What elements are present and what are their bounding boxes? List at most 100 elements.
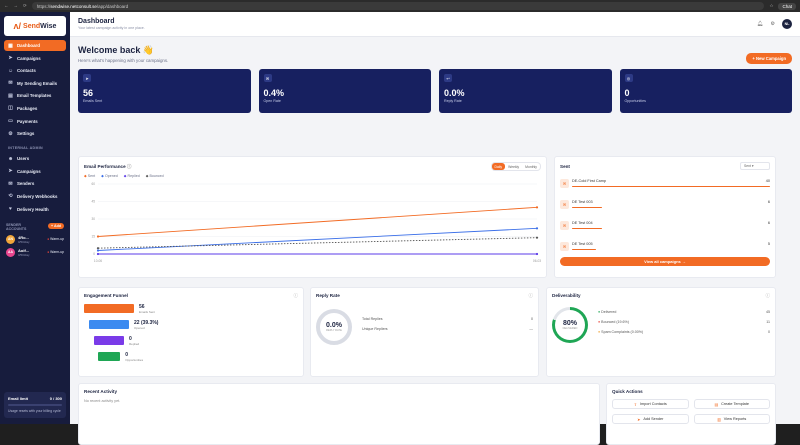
view-all-campaigns-button[interactable]: View all campaigns → — [560, 257, 770, 266]
logo[interactable]: ʌ/ SendWise — [4, 16, 66, 36]
sidebar-item-label: Delivery Webhooks — [17, 193, 58, 199]
add-sender-button[interactable]: + Add — [48, 222, 64, 229]
sidebar-item-campaigns[interactable]: ➤ Campaigns — [4, 53, 66, 64]
back-icon[interactable]: ← — [4, 3, 9, 8]
address-bar[interactable]: https://sendwise.netconsult.se/app/dashb… — [31, 2, 765, 10]
deliverability-label-wrap: ● Bounced (19.6%) — [598, 320, 629, 324]
info-icon[interactable]: ⓘ — [126, 163, 132, 169]
reload-icon[interactable]: ⟳ — [23, 3, 27, 8]
bell-icon[interactable]: 🔔︎ — [757, 21, 764, 27]
recent-activity-card: Recent Activity No recent activity yet. — [78, 383, 600, 445]
avatar[interactable]: NL — [782, 19, 792, 29]
sidebar-item-senders[interactable]: ✉ Senders — [4, 178, 66, 189]
campaign-name: DE Test 005 — [572, 241, 593, 246]
data-point-sent — [535, 206, 539, 209]
tab-daily[interactable]: Daily — [491, 163, 506, 170]
email-limit-card: Email limit 0 / 300 Usage resets with you… — [4, 392, 66, 418]
sidebar-item-label: My Sending Emails — [17, 80, 58, 86]
campaign-row[interactable]: ✉ DE-Cold First Camp 40 — [560, 175, 770, 191]
sidebar-item-label: Campaigns — [17, 168, 41, 174]
template-icon: ▤ — [8, 92, 13, 99]
x-tick-label: 06-03 — [533, 259, 541, 263]
browser-nav: ← → ⟳ — [4, 3, 27, 9]
sidebar-item-label: Settings — [17, 131, 35, 137]
reply-stat-row: Unique Repliers — — [362, 327, 533, 331]
stat-label: Opportunities — [624, 99, 646, 103]
sidebar-item-delivery-health[interactable]: ♥ Delivery Health — [4, 204, 66, 215]
funnel-value: 0 — [125, 351, 129, 358]
browser-bar: ← → ⟳ https://sendwise.netconsult.se/app… — [0, 0, 800, 12]
status-label: Warm-up — [50, 237, 64, 242]
campaign-row[interactable]: ✉ DE Test 004 6 — [560, 217, 770, 233]
campaign-name-row: DE-Cold First Camp 40 — [572, 179, 770, 183]
send-icon: ➤ — [8, 168, 13, 175]
import-contacts-button[interactable]: ⇪ Import Contacts — [612, 399, 689, 409]
forward-icon[interactable]: → — [13, 3, 19, 8]
data-point-opened — [535, 227, 539, 230]
y-tick-label: 15 — [91, 235, 95, 239]
campaign-row[interactable]: ✉ DE Test 005 5 — [560, 238, 770, 254]
sender-account[interactable]: AN 4Ro... 0/50/day ● Warm-up — [6, 234, 64, 244]
campaign-name-row: DE Test 004 6 — [572, 221, 770, 225]
campaign-count: 40 — [765, 178, 770, 183]
send-icon: ➤ — [637, 417, 641, 422]
reply-rate-card: Reply Rate ⓘ 0.0% REPLY RATE Total Replie… — [310, 287, 539, 377]
y-tick-label: 60 — [91, 182, 95, 186]
campaign-row[interactable]: ✉ DE Test 003 6 — [560, 196, 770, 212]
data-point-bounced — [535, 236, 539, 239]
sender-name: Aolf... — [18, 247, 30, 253]
card-icon: ▭ — [8, 118, 13, 125]
legend-item: ◆ Opened — [101, 174, 118, 178]
sender-account[interactable]: AA Aolf... 0/50/day ● Warm-up — [6, 247, 64, 257]
chat-button[interactable]: Chat — [778, 2, 796, 10]
legend-marker-icon: ◆ — [84, 174, 88, 178]
info-icon[interactable]: ⓘ — [528, 293, 534, 298]
sidebar-item-campaigns[interactable]: ➤ Campaigns — [4, 166, 66, 177]
sidebar-item-delivery-webhooks[interactable]: ⟲ Delivery Webhooks — [4, 191, 66, 202]
star-icon[interactable]: ☆ — [769, 3, 774, 8]
email-performance-card: Email Performance ⓘ Daily Weekly Monthly ◆… — [78, 156, 547, 278]
tab-weekly[interactable]: Weekly — [508, 164, 520, 169]
template-icon: ▤ — [714, 402, 719, 407]
campaign-count: 6 — [767, 220, 770, 225]
engagement-funnel-card: Engagement Funnel ⓘ 56 Emails Sent 22 (39.3… — [78, 287, 304, 377]
sidebar-item-settings[interactable]: ⚙ Settings — [4, 128, 66, 139]
sidebar-item-payments[interactable]: ▭ Payments — [4, 116, 66, 127]
legend-label: Opened — [104, 174, 118, 178]
add-sender-button[interactable]: ➤ Add Sender — [612, 414, 689, 424]
create-template-button[interactable]: ▤ Create Template — [693, 399, 770, 409]
reply-stat-label: Total Replies — [362, 317, 383, 321]
sidebar-item-users[interactable]: ☻ Users — [4, 153, 66, 164]
sent-card: Sent Sent ▾ ✉ DE-Cold First Camp 40 ✉ DE Tes… — [554, 156, 776, 278]
view-reports-button[interactable]: ▥ View Reports — [693, 414, 770, 424]
funnel-label: Opened — [134, 325, 145, 330]
tab-monthly[interactable]: Monthly — [525, 164, 537, 169]
campaign-name: DE Test 004 — [572, 220, 593, 225]
campaign-name: DE-Cold First Camp — [572, 178, 606, 183]
topbar: Dashboard Your latest campaign activity … — [70, 12, 800, 37]
stat-value: 0.4% — [263, 88, 285, 98]
sidebar-item-contacts[interactable]: ☺ Contacts — [4, 65, 66, 76]
sidebar-item-dashboard[interactable]: ▦ Dashboard — [4, 40, 66, 51]
performance-title: Email Performance — [84, 163, 126, 169]
send-icon: ➤ — [8, 55, 13, 62]
gear-icon[interactable]: ⚙ — [770, 21, 775, 27]
sidebar-item-my-sending-emails[interactable]: ✉ My Sending Emails — [4, 78, 66, 89]
sender-name: 4Ro... — [18, 234, 29, 240]
data-point-replied — [96, 252, 100, 256]
new-campaign-button[interactable]: + New Campaign — [746, 53, 792, 64]
campaign-info: DE-Cold First Camp 40 — [572, 179, 770, 188]
info-icon[interactable]: ⓘ — [293, 293, 299, 298]
sidebar-item-label: Contacts — [17, 68, 36, 74]
quick-action-label: Add Sender — [643, 417, 664, 421]
grid-icon: ▦ — [8, 42, 13, 49]
stat-value: 0 — [624, 88, 630, 98]
info-icon[interactable]: ⓘ — [765, 293, 771, 298]
sidebar-item-email-templates[interactable]: ▤ Email Templates — [4, 90, 66, 101]
stat-label: Emails Sent — [83, 99, 103, 103]
sidebar-item-packages[interactable]: ◫ Packages — [4, 103, 66, 114]
page-title: Dashboard — [78, 18, 115, 25]
sent-select[interactable]: Sent ▾ — [740, 162, 770, 170]
sidebar-item-label: Email Templates — [17, 93, 52, 99]
period-toggle: Daily Weekly Monthly — [490, 162, 541, 171]
